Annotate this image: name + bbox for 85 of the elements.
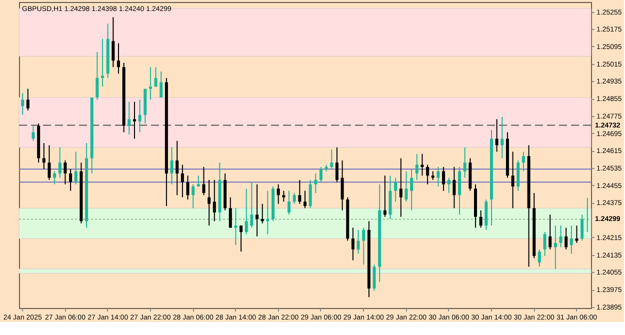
candlestick <box>511 151 514 209</box>
candlestick <box>356 229 360 254</box>
candlestick <box>410 168 414 211</box>
candlestick <box>308 179 312 209</box>
candlestick <box>101 38 104 88</box>
candlestick <box>21 92 24 116</box>
candlestick <box>42 142 46 170</box>
candlestick <box>319 166 322 183</box>
candlestick <box>53 170 56 185</box>
candlestick <box>463 146 466 178</box>
candlestick <box>276 184 280 204</box>
candlestick <box>436 166 440 187</box>
candlestick <box>554 225 557 270</box>
candlestick <box>372 264 376 292</box>
candlestick <box>69 168 72 192</box>
candlestick <box>580 214 584 242</box>
candlestick <box>74 151 78 185</box>
candlestick <box>32 125 35 142</box>
candlestick <box>575 225 578 244</box>
candlestick <box>64 160 67 185</box>
candlestick <box>228 196 232 228</box>
candlestick <box>288 190 291 216</box>
candlestick <box>138 99 142 133</box>
candlestick <box>112 16 115 68</box>
candlestick <box>244 188 248 235</box>
candlestick <box>522 151 525 172</box>
candlestick <box>442 166 446 192</box>
candlestick <box>202 166 206 196</box>
candlestick <box>452 166 456 209</box>
candlestick <box>458 166 462 216</box>
candlestick <box>330 149 334 170</box>
candlestick <box>420 153 424 176</box>
candlestick <box>335 146 338 183</box>
candlestick <box>170 146 174 185</box>
candlestick <box>586 197 589 233</box>
candlestick <box>538 248 541 268</box>
candlestick <box>399 158 402 218</box>
candlestick <box>96 51 99 100</box>
candlestick <box>351 227 354 261</box>
candlestick <box>292 192 296 204</box>
candlestick <box>500 116 504 159</box>
candlestick <box>447 177 450 194</box>
candlestick <box>362 227 366 266</box>
candlestick <box>26 88 30 112</box>
candlestick <box>388 175 392 220</box>
candlestick <box>340 160 344 211</box>
candlestick <box>383 175 386 218</box>
candlestick <box>266 190 270 235</box>
candlestick <box>484 198 488 230</box>
candlestick <box>260 203 264 224</box>
candlestick <box>314 172 318 194</box>
candlestick <box>570 225 573 254</box>
candlestick <box>559 225 562 248</box>
candlestick <box>148 66 152 100</box>
candlestick <box>180 164 184 198</box>
candlestick <box>426 164 430 185</box>
candlestick <box>543 232 546 256</box>
candlestick <box>160 70 163 98</box>
candlestick <box>58 146 62 178</box>
candlestick <box>548 214 552 250</box>
candlestick <box>117 42 120 74</box>
candlestick <box>564 227 568 250</box>
candlestick <box>176 140 179 196</box>
candlestick <box>256 184 259 237</box>
candlestick <box>192 184 195 209</box>
candlestick <box>415 153 418 180</box>
candlestick <box>196 175 200 187</box>
candlestick <box>234 208 238 246</box>
candlestick <box>154 66 158 88</box>
candlestick <box>212 179 216 222</box>
candlestick <box>404 170 408 202</box>
candlestick <box>186 175 190 200</box>
candlestick <box>516 160 520 192</box>
candlestick <box>479 210 482 228</box>
candlestick <box>304 190 306 209</box>
candlestick <box>240 225 243 252</box>
candlestick <box>128 101 131 135</box>
candlestick <box>298 179 302 204</box>
candlestick <box>250 182 254 228</box>
candlestick <box>495 118 498 152</box>
candlestick <box>394 177 398 202</box>
candlestick <box>48 144 51 180</box>
candlestick <box>132 101 136 140</box>
candlestick <box>282 190 286 202</box>
candlestick <box>208 179 211 226</box>
